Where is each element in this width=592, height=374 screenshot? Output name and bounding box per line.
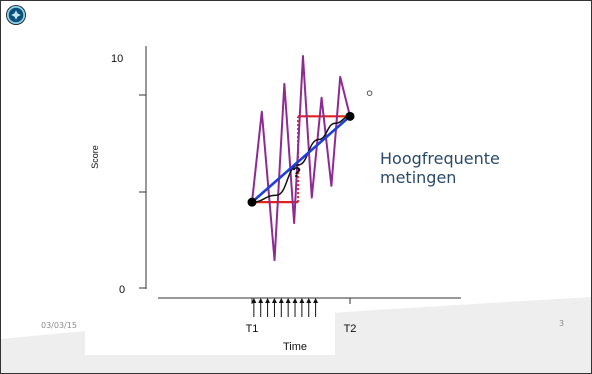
markers: [247, 90, 373, 207]
endpoint-1: [345, 111, 355, 121]
question-mark: ?: [292, 164, 301, 181]
y-axis-label: Score: [90, 145, 100, 169]
measurement-arrowhead-6: [292, 298, 298, 303]
x-tick-label-1: T2: [344, 323, 357, 335]
measurement-arrowhead-3: [271, 298, 277, 303]
series-zigzag: [251, 55, 351, 262]
slide-date: 03/03/15: [41, 321, 77, 330]
annotation: Hoogfrequente metingen: [380, 149, 500, 187]
y-tick-label-0: 0: [119, 284, 125, 296]
measurement-arrowhead-8: [306, 298, 312, 303]
y-tick-label-10: 10: [111, 53, 123, 65]
axis-label-background: [85, 307, 335, 355]
endpoint-0: [247, 197, 257, 207]
x-ticks: T1 T2: [246, 298, 357, 335]
annotation-line-2: metingen: [380, 168, 457, 187]
x-axis-label: Time: [283, 341, 307, 353]
series-layer: [251, 55, 351, 262]
measurement-arrowhead-9: [313, 298, 319, 303]
measurement-arrowhead-2: [265, 298, 271, 303]
measurement-arrowhead-7: [299, 298, 305, 303]
measurement-arrowhead-5: [285, 298, 291, 303]
measurement-arrows: [251, 298, 319, 317]
page-number: 3: [559, 319, 565, 328]
logo: [6, 5, 26, 25]
open-marker: [366, 90, 373, 96]
measurement-arrowhead-4: [278, 298, 284, 303]
annotation-line-1: Hoogfrequente: [380, 149, 500, 168]
measurement-arrowhead-0: [251, 298, 257, 303]
x-tick-label-0: T1: [246, 323, 259, 335]
series-straight: [251, 115, 351, 204]
measurement-arrowhead-1: [258, 298, 264, 303]
